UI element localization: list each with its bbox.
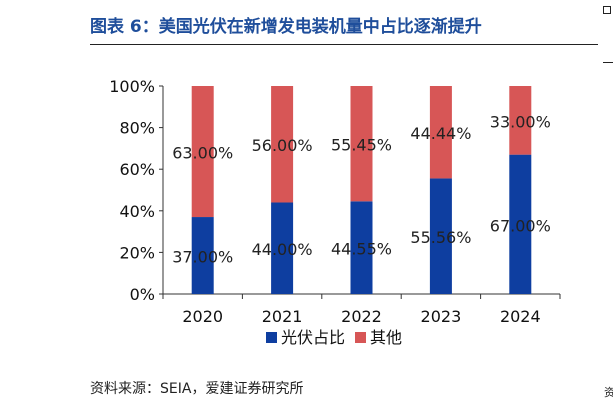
edge-divider — [603, 62, 613, 63]
bar-segment — [350, 201, 373, 294]
data-label: 44.00% — [252, 240, 313, 259]
x-tick-label: 2022 — [341, 307, 382, 326]
data-label: 44.44% — [410, 124, 471, 143]
bar-segment — [509, 154, 532, 294]
data-label: 67.00% — [490, 216, 551, 235]
data-label: 37.00% — [172, 248, 233, 267]
bar-segment — [271, 202, 294, 294]
data-label: 55.56% — [410, 228, 471, 247]
y-tick-label: 60% — [119, 160, 155, 179]
page-title: 图表 6：美国光伏在新增发电装机量中占比逐渐提升 — [90, 17, 482, 37]
legend-swatch — [266, 332, 277, 343]
x-tick-label: 2024 — [500, 307, 541, 326]
y-tick-label: 20% — [119, 243, 155, 262]
edge-glyph: 资 — [604, 386, 613, 399]
bar-segment — [429, 86, 452, 179]
x-tick-label: 2023 — [421, 307, 462, 326]
bar-segment — [271, 86, 294, 203]
x-tick-label: 2020 — [182, 307, 223, 326]
legend-label: 光伏占比 — [281, 328, 345, 347]
legend-swatch — [355, 332, 366, 343]
y-tick-label: 40% — [119, 202, 155, 221]
bar-segment — [350, 86, 373, 202]
data-label: 44.55% — [331, 240, 392, 259]
y-tick-label: 80% — [119, 119, 155, 138]
bar-segment — [509, 86, 532, 155]
data-label: 55.45% — [331, 136, 392, 155]
data-label: 63.00% — [172, 144, 233, 163]
title-divider — [90, 44, 598, 45]
bar-segment — [191, 217, 214, 294]
y-tick-label: 0% — [130, 285, 155, 304]
edge-box-icon — [603, 6, 611, 14]
bar-segment — [429, 178, 452, 294]
y-tick-label: 100% — [109, 77, 155, 96]
data-label: 33.00% — [490, 112, 551, 131]
x-tick-label: 2021 — [262, 307, 303, 326]
bar-segment — [191, 86, 214, 218]
legend-label: 其他 — [370, 328, 402, 347]
data-label: 56.00% — [252, 136, 313, 155]
source-note: 资料来源：SEIA，爱建证券研究所 — [90, 381, 304, 397]
